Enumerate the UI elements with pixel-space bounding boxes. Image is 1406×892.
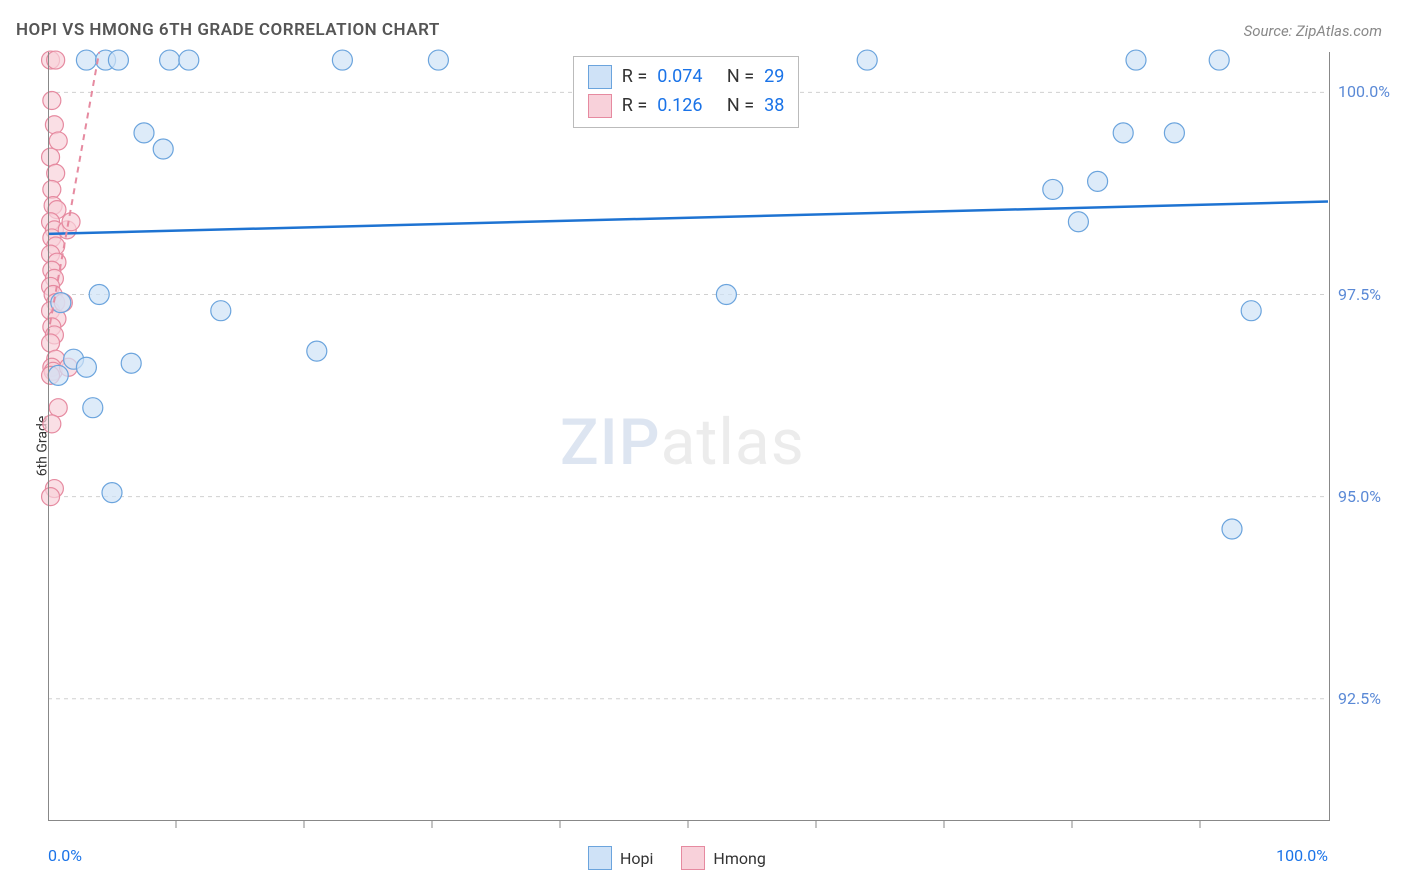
swatch-hmong [588,94,612,118]
stats-n-value-hopi: 29 [764,63,784,92]
stats-n-label: N = [727,92,754,121]
x-axis-max: 100.0% [1276,846,1328,865]
stats-n-label: N = [727,63,754,92]
stats-box: R = 0.074 N = 29 R = 0.126 N = 38 [573,56,800,128]
stats-r-label: R = [622,92,647,121]
y-grid-label: 95.0% [1338,487,1381,506]
y-grid-label: 97.5% [1338,285,1381,304]
stats-r-value-hopi: 0.074 [657,63,702,92]
legend-label-hopi: Hopi [620,849,653,868]
x-axis-min: 0.0% [48,846,82,865]
swatch-hopi [588,65,612,89]
stats-row-hmong: R = 0.126 N = 38 [588,92,785,121]
y-grid-label: 100.0% [1338,82,1390,101]
stats-n-value-hmong: 38 [764,92,784,121]
stats-r-value-hmong: 0.126 [657,92,702,121]
legend-item-hopi: Hopi [588,846,653,870]
y-grid-label: 92.5% [1338,689,1381,708]
swatch-hopi [588,846,612,870]
legend-label-hmong: Hmong [713,849,765,868]
series-legend: Hopi Hmong [588,846,766,870]
plot-frame [48,52,1330,821]
stats-r-label: R = [622,63,647,92]
stats-row-hopi: R = 0.074 N = 29 [588,63,785,92]
legend-item-hmong: Hmong [681,846,765,870]
swatch-hmong [681,846,705,870]
